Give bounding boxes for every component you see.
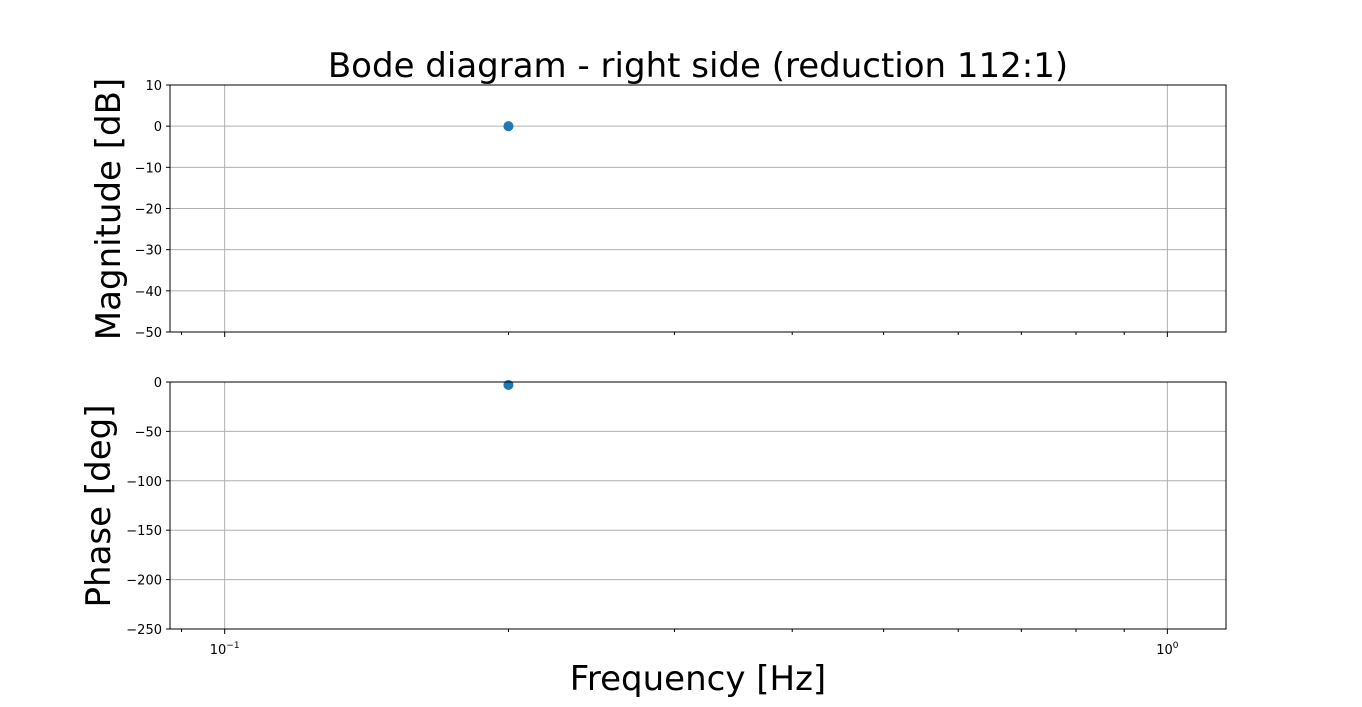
phase-plot-frame <box>169 381 1227 630</box>
x-tick-label: 100 <box>1156 641 1179 658</box>
phase-y-tick-label: −100 <box>126 475 162 490</box>
phase-data-point <box>503 379 514 390</box>
phase-y-tick-label: 0 <box>154 376 162 391</box>
phase-y-tick-label: −50 <box>135 425 162 440</box>
phase-y-tick-label: −150 <box>126 524 162 539</box>
magnitude-y-tick-label: −20 <box>135 203 162 218</box>
magnitude-axis-label: Magnitude [dB] <box>89 78 129 340</box>
magnitude-y-tick-label: −10 <box>135 161 162 176</box>
magnitude-plot-frame <box>169 84 1227 333</box>
phase-y-tick-label: −250 <box>126 623 162 638</box>
magnitude-y-tick-label: 0 <box>154 120 162 135</box>
phase-subplot: 0 −50 −100 −150 −200 −250 Phase [deg] <box>79 376 1227 638</box>
magnitude-y-tick-label: −30 <box>135 244 162 259</box>
frequency-axis-label: Frequency [Hz] <box>570 659 826 699</box>
phase-y-tick-label: −200 <box>126 574 162 589</box>
phase-axis-label: Phase [deg] <box>79 405 119 608</box>
magnitude-y-tick-label: −50 <box>135 326 162 341</box>
chart-title: Bode diagram - right side (reduction 112… <box>328 46 1068 86</box>
magnitude-y-tick-label: −40 <box>135 285 162 300</box>
magnitude-data-point <box>503 121 514 132</box>
x-tick-label: 10−1 <box>210 641 240 658</box>
magnitude-subplot: 10 0 −10 −20 −30 −40 −50 Magnitude [dB] <box>89 78 1227 341</box>
magnitude-y-tick-label: 10 <box>145 79 162 94</box>
